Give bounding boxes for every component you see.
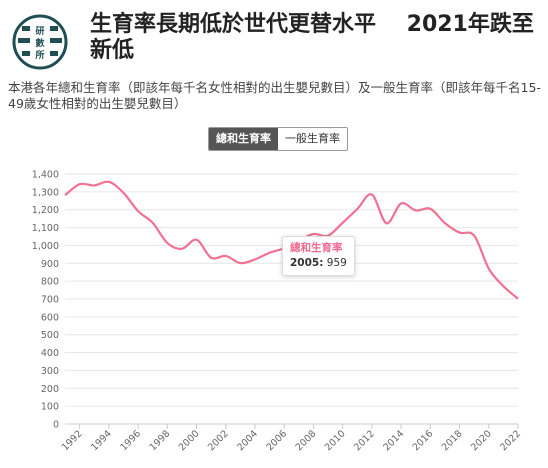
x-tick-label: 2004 — [235, 428, 260, 453]
tooltip-series-name: 總和生育率 — [290, 242, 343, 254]
logo-inner-panel — [30, 24, 50, 60]
y-tick-label: 800 — [41, 277, 59, 288]
x-tick-label: 2002 — [206, 428, 231, 453]
fertility-line-chart: 0 100 200 300 400 500 600 700 800 900 1,000 1,100 1,… — [32, 170, 523, 454]
x-tick-label: 2012 — [352, 428, 377, 453]
chart-tooltip: 總和生育率 2005: 959 — [282, 236, 355, 276]
y-tick-label: 100 — [41, 402, 59, 413]
x-tick-label: 2008 — [294, 428, 319, 453]
y-tick-label: 1,100 — [32, 223, 59, 234]
x-tick-label: 2010 — [323, 428, 348, 453]
tooltip-year: 2005: — [290, 257, 324, 269]
page-subtitle: 本港各年總和生育率（即該年每千名女性相對的出生嬰兒數目）及一般生育率（即該年每千… — [8, 80, 541, 111]
y-tick-label: 300 — [41, 366, 59, 377]
x-tick-label: 1998 — [148, 428, 173, 453]
x-tick-label: 2020 — [469, 428, 494, 453]
x-tick-label: 2006 — [264, 428, 289, 453]
y-tick-label: 500 — [41, 330, 59, 341]
logo-ring — [12, 14, 68, 70]
x-tick-label: 1992 — [60, 428, 85, 453]
x-tick-label: 2018 — [440, 428, 465, 453]
x-tick-label: 2014 — [381, 428, 406, 453]
metric-toggle: 總和生育率 一般生育率 — [208, 127, 348, 151]
y-tick-label: 600 — [41, 312, 59, 323]
toggle-general-fertility-button[interactable]: 一般生育率 — [278, 128, 347, 150]
y-tick-label: 1,400 — [32, 170, 59, 181]
page-title: 生育率長期低於世代更替水平 2021年跌至新低 — [90, 12, 534, 63]
logo: 研 數 所 — [12, 14, 68, 70]
y-tick-label: 0 — [53, 420, 59, 431]
y-tick-label: 700 — [41, 295, 59, 306]
y-tick-label: 1,000 — [32, 241, 59, 252]
y-tick-label: 900 — [41, 259, 59, 270]
y-tick-label: 400 — [41, 348, 59, 359]
tooltip-value: 959 — [326, 257, 347, 269]
y-tick-label: 1,200 — [32, 205, 59, 216]
x-tick-label: 1994 — [89, 428, 114, 453]
x-tick-label: 2000 — [177, 428, 202, 453]
y-tick-label: 200 — [41, 384, 59, 395]
logo-char-1: 研 — [35, 26, 44, 37]
toggle-total-fertility-button[interactable]: 總和生育率 — [209, 128, 278, 150]
x-tick-label: 2022 — [498, 428, 523, 453]
logo-char-3: 所 — [35, 49, 44, 61]
x-tick-label: 1996 — [118, 428, 143, 453]
logo-char-2: 數 — [35, 37, 45, 49]
y-tick-label: 1,300 — [32, 187, 59, 198]
x-tick-label: 2016 — [411, 428, 436, 453]
